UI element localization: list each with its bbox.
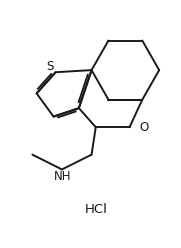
Text: HCl: HCl bbox=[84, 203, 107, 216]
Text: S: S bbox=[47, 61, 54, 73]
Text: O: O bbox=[140, 121, 149, 134]
Text: NH: NH bbox=[54, 170, 72, 184]
